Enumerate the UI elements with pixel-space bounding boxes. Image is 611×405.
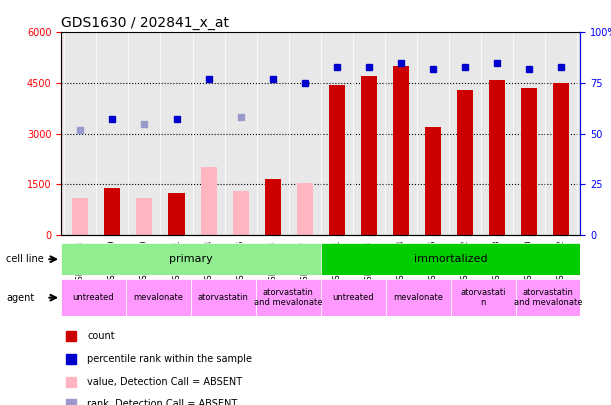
Bar bbox=[361, 76, 377, 235]
Bar bbox=[104, 188, 120, 235]
Text: rank, Detection Call = ABSENT: rank, Detection Call = ABSENT bbox=[87, 399, 237, 405]
Bar bbox=[200, 167, 216, 235]
Text: count: count bbox=[87, 331, 115, 341]
Text: atorvastatin: atorvastatin bbox=[198, 293, 249, 302]
Bar bbox=[265, 179, 280, 235]
FancyBboxPatch shape bbox=[321, 279, 386, 316]
Text: atorvastatin
and mevalonate: atorvastatin and mevalonate bbox=[254, 288, 323, 307]
Bar bbox=[329, 85, 345, 235]
Bar bbox=[297, 183, 313, 235]
FancyBboxPatch shape bbox=[126, 279, 191, 316]
Bar bbox=[489, 80, 505, 235]
FancyBboxPatch shape bbox=[516, 279, 580, 316]
Text: mevalonate: mevalonate bbox=[393, 293, 443, 302]
Bar bbox=[425, 127, 441, 235]
Bar bbox=[521, 88, 537, 235]
Bar bbox=[233, 191, 249, 235]
Bar bbox=[553, 83, 569, 235]
FancyBboxPatch shape bbox=[61, 243, 321, 275]
Text: cell line: cell line bbox=[6, 254, 44, 264]
Bar bbox=[457, 90, 473, 235]
Text: immortalized: immortalized bbox=[414, 254, 488, 264]
Text: percentile rank within the sample: percentile rank within the sample bbox=[87, 354, 252, 364]
Bar bbox=[169, 193, 185, 235]
FancyBboxPatch shape bbox=[386, 279, 450, 316]
FancyBboxPatch shape bbox=[191, 279, 256, 316]
Text: atorvastati
n: atorvastati n bbox=[460, 288, 506, 307]
Bar bbox=[393, 66, 409, 235]
FancyBboxPatch shape bbox=[321, 243, 580, 275]
Text: primary: primary bbox=[169, 254, 213, 264]
Bar bbox=[136, 198, 153, 235]
Text: GDS1630 / 202841_x_at: GDS1630 / 202841_x_at bbox=[61, 16, 229, 30]
Bar bbox=[72, 198, 89, 235]
Text: untreated: untreated bbox=[332, 293, 374, 302]
Text: mevalonate: mevalonate bbox=[133, 293, 183, 302]
Text: atorvastatin
and mevalonate: atorvastatin and mevalonate bbox=[514, 288, 582, 307]
Text: untreated: untreated bbox=[73, 293, 114, 302]
Text: value, Detection Call = ABSENT: value, Detection Call = ABSENT bbox=[87, 377, 242, 386]
FancyBboxPatch shape bbox=[450, 279, 516, 316]
FancyBboxPatch shape bbox=[256, 279, 321, 316]
Text: agent: agent bbox=[6, 293, 34, 303]
FancyBboxPatch shape bbox=[61, 279, 126, 316]
